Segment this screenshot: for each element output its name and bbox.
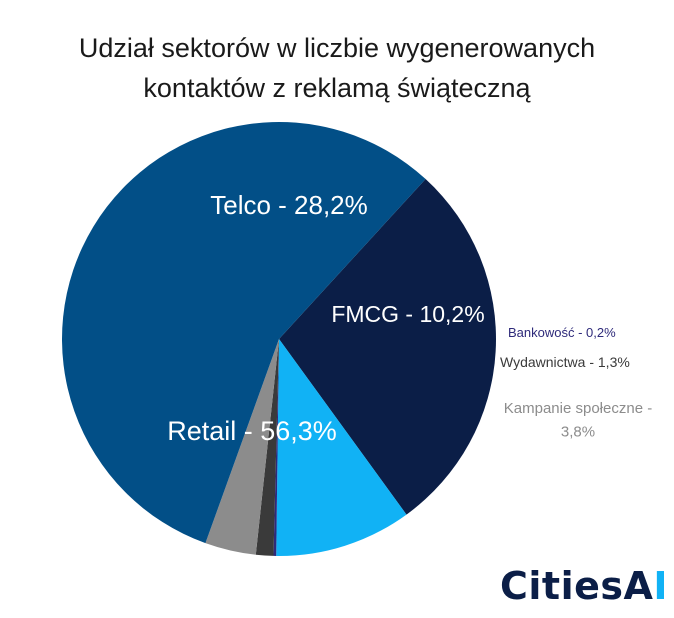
pie-slice-4 — [205, 339, 279, 555]
pie-slice-3 — [255, 339, 279, 556]
logo-accent: I — [653, 564, 669, 608]
slice-label-4-line-1: 3,8% — [561, 423, 595, 440]
slice-label-4-line-0: Kampanie społeczne - — [504, 400, 652, 417]
chart-title-line-1: Udział sektorów w liczbie wygenerowanych — [78, 33, 596, 63]
logo-text: CitiesA — [500, 564, 654, 608]
chart-title-line-2: kontaktów z reklamą świąteczną — [143, 73, 531, 103]
pie-slice-5 — [62, 122, 426, 544]
slice-label-0: Telco - 28,2% — [210, 190, 368, 220]
pie-slice-0 — [279, 179, 496, 515]
slice-label-4: Kampanie społeczne - 3,8% — [504, 400, 652, 440]
slice-label-5: Retail - 56,3% — [167, 416, 337, 446]
pie-slice-1 — [276, 339, 407, 556]
citiesai-logo: CitiesAI — [500, 566, 668, 606]
slice-label-1: FMCG - 10,2% — [331, 301, 484, 327]
chart-title: Udział sektorów w liczbie wygenerowanych… — [0, 28, 674, 108]
slice-label-2: Bankowość - 0,2% — [508, 325, 616, 340]
slice-label-3: Wydawnictwa - 1,3% — [500, 354, 630, 370]
pie-slice-2 — [273, 339, 279, 556]
